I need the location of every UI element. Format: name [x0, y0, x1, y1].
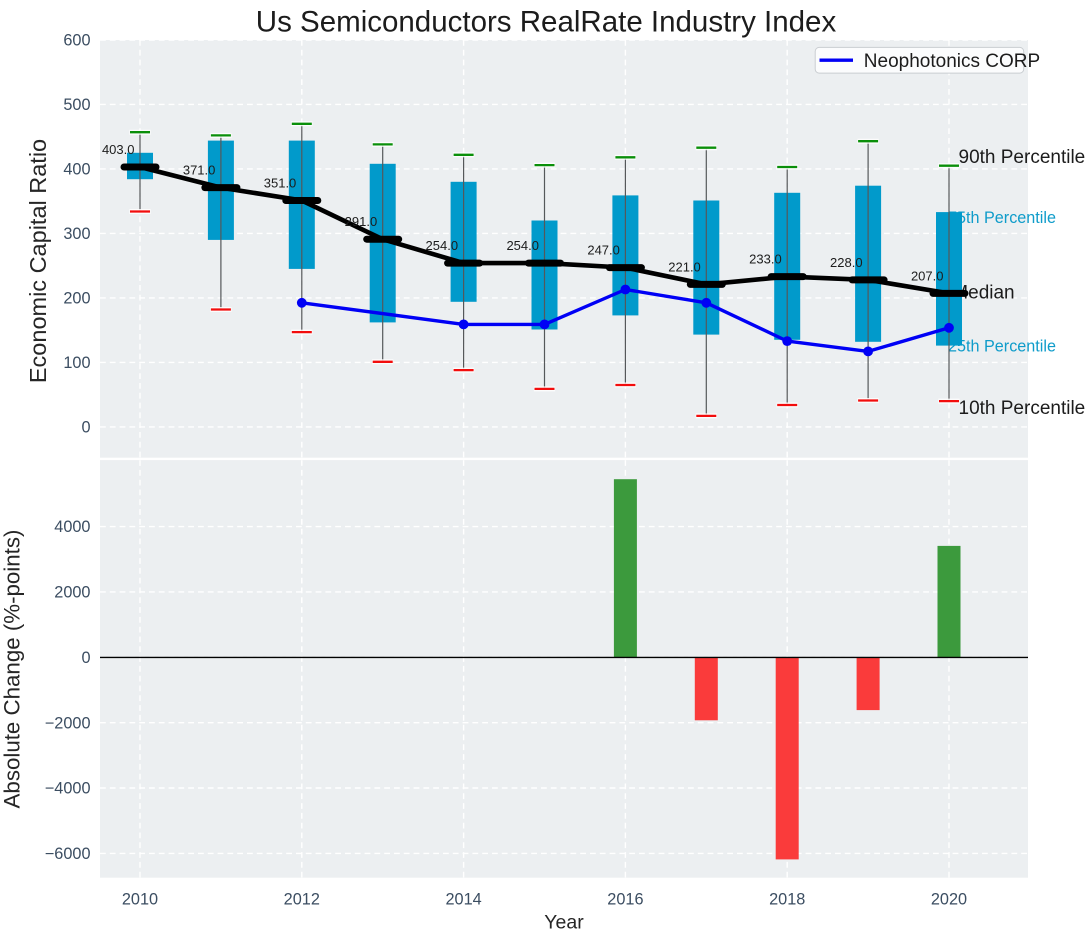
svg-text:2016: 2016: [607, 891, 643, 909]
svg-text:2012: 2012: [284, 891, 320, 909]
svg-text:Economic Capital Ratio: Economic Capital Ratio: [25, 139, 51, 383]
svg-text:207.0: 207.0: [911, 268, 944, 283]
svg-text:Neophotonics CORP: Neophotonics CORP: [864, 51, 1040, 72]
svg-text:Absolute Change (%-points): Absolute Change (%-points): [0, 530, 25, 809]
svg-text:254.0: 254.0: [506, 238, 539, 253]
svg-text:0: 0: [81, 649, 90, 667]
svg-text:228.0: 228.0: [830, 255, 863, 270]
svg-text:500: 500: [63, 96, 90, 114]
svg-text:2018: 2018: [769, 891, 805, 909]
svg-text:403.0: 403.0: [102, 142, 135, 157]
svg-text:371.0: 371.0: [183, 163, 216, 178]
svg-text:75th Percentile: 75th Percentile: [948, 209, 1056, 227]
svg-text:247.0: 247.0: [587, 243, 620, 258]
svg-text:600: 600: [63, 32, 90, 50]
svg-text:100: 100: [63, 354, 90, 372]
svg-text:−6000: −6000: [45, 845, 91, 863]
svg-text:0: 0: [81, 419, 90, 437]
svg-text:300: 300: [63, 225, 90, 243]
svg-text:254.0: 254.0: [426, 238, 459, 253]
svg-text:Median: Median: [952, 282, 1014, 303]
svg-text:291.0: 291.0: [345, 214, 378, 229]
svg-text:2020: 2020: [931, 891, 967, 909]
svg-text:400: 400: [63, 161, 90, 179]
svg-text:−4000: −4000: [45, 780, 91, 798]
svg-text:2010: 2010: [122, 891, 158, 909]
svg-text:200: 200: [63, 290, 90, 308]
svg-text:10th Percentile: 10th Percentile: [959, 398, 1086, 419]
svg-text:2014: 2014: [445, 891, 481, 909]
svg-text:25th Percentile: 25th Percentile: [948, 338, 1056, 356]
svg-text:351.0: 351.0: [264, 176, 297, 191]
svg-text:Us Semiconductors RealRate Ind: Us Semiconductors RealRate Industry Inde…: [256, 5, 837, 38]
svg-text:−2000: −2000: [45, 714, 91, 732]
svg-text:4000: 4000: [54, 518, 90, 536]
svg-text:2000: 2000: [54, 584, 90, 602]
svg-text:221.0: 221.0: [668, 259, 701, 274]
svg-text:233.0: 233.0: [749, 252, 782, 267]
svg-text:Year: Year: [544, 912, 584, 934]
svg-text:90th Percentile: 90th Percentile: [959, 147, 1086, 168]
